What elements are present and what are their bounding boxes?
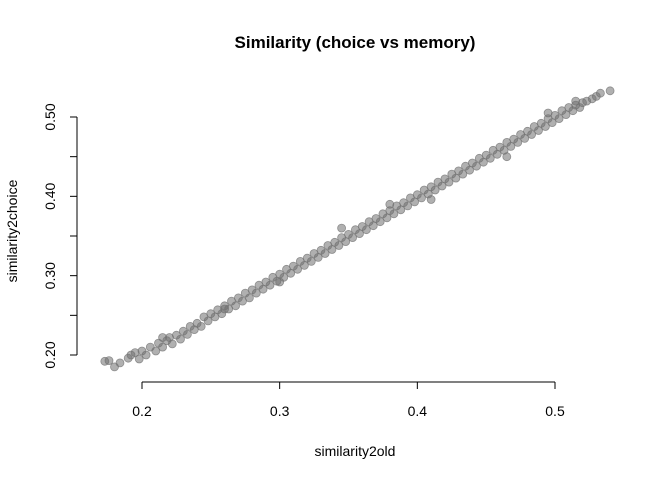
data-point [426, 195, 436, 204]
data-point [348, 233, 358, 243]
data-point [182, 329, 192, 339]
x-axis-title: similarity2old [315, 443, 396, 459]
data-point [543, 108, 553, 118]
x-tick-label: 0.4 [408, 403, 428, 419]
data-point [430, 185, 440, 195]
data-point [472, 161, 481, 171]
data-point [417, 193, 426, 203]
data-point [403, 201, 413, 211]
y-tick-label: 0.30 [42, 262, 58, 289]
data-point [571, 96, 581, 106]
chart-title: Similarity (choice vs memory) [235, 33, 476, 52]
data-point [220, 304, 230, 314]
data-point [306, 256, 316, 266]
y-axis-title: similarity2choice [4, 179, 20, 282]
data-point [554, 114, 564, 123]
data-point [141, 350, 151, 360]
data-point [320, 249, 330, 258]
data-point [265, 280, 275, 290]
data-point [444, 177, 454, 187]
data-point [458, 169, 468, 179]
y-axis: 0.20 0.30 0.40 0.50 [42, 103, 78, 369]
data-point [151, 346, 161, 356]
data-point [596, 88, 605, 98]
data-point [541, 122, 550, 131]
data-point [605, 86, 615, 96]
data-point [385, 199, 395, 209]
data-point [293, 264, 303, 274]
y-tick-label: 0.50 [42, 103, 58, 130]
x-tick-label: 0.5 [545, 403, 565, 419]
y-tick-label: 0.20 [42, 341, 58, 368]
x-tick-label: 0.2 [132, 403, 152, 419]
data-point [389, 209, 399, 219]
data-point [513, 137, 523, 147]
data-point [251, 288, 261, 298]
data-point [375, 217, 385, 227]
x-axis: 0.2 0.3 0.4 0.5 [132, 381, 565, 419]
data-point [167, 339, 177, 349]
data-point [275, 277, 285, 287]
data-point [115, 358, 125, 368]
y-tick-label: 0.40 [42, 182, 58, 209]
data-point [361, 225, 371, 235]
data-point [134, 354, 144, 364]
data-point [337, 223, 347, 233]
data-point [158, 342, 168, 352]
point-layer [100, 86, 615, 372]
data-point [231, 301, 241, 311]
data-point [485, 153, 495, 163]
x-tick-label: 0.3 [270, 403, 290, 419]
data-point [334, 241, 344, 250]
data-point [104, 356, 114, 366]
data-point [158, 333, 168, 342]
data-point [176, 334, 185, 344]
data-point [196, 321, 206, 331]
data-point [502, 152, 512, 162]
data-point [244, 293, 254, 303]
data-point [527, 130, 536, 139]
